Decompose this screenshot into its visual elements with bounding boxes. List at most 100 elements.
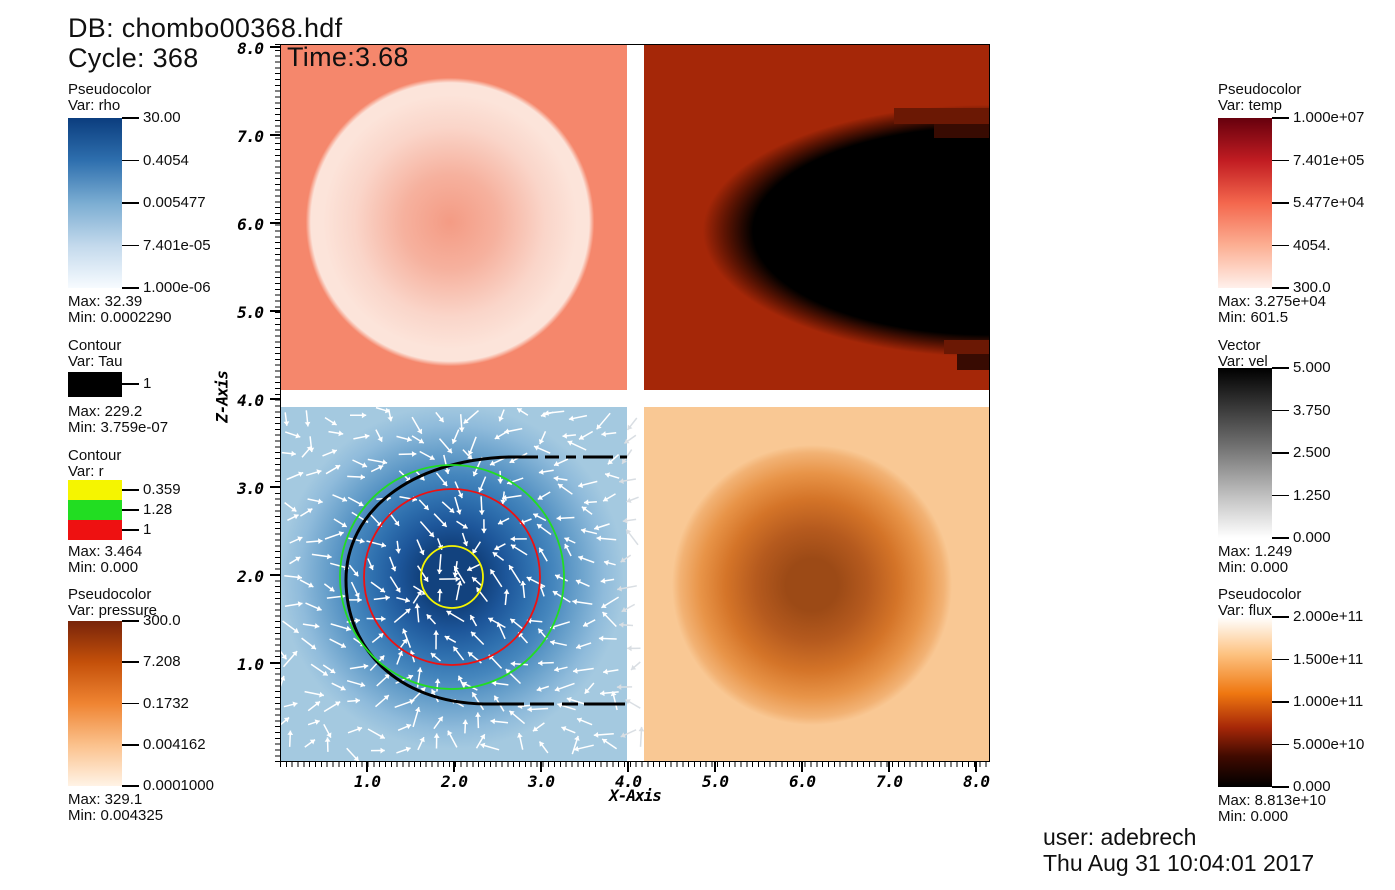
x-axis-minor-ticks	[280, 762, 990, 767]
tick-label: 7.401e+05	[1293, 151, 1365, 169]
legend-min: Min: 0.000	[1218, 808, 1289, 825]
tick-label: 30.00	[143, 109, 181, 126]
z-axis-minor-ticks	[275, 44, 280, 762]
colorbar-tick: 300.0	[1272, 280, 1331, 296]
tick-label: 7.208	[143, 653, 181, 671]
tick-label: 0.0001000	[143, 777, 214, 794]
x-axis-major-tick	[888, 762, 890, 772]
tick-line	[1272, 537, 1289, 539]
colorbar-tick: 30.00	[122, 110, 181, 126]
colorbar-tick: 7.208	[122, 654, 181, 670]
z-axis-major-tick	[270, 398, 280, 400]
contour-swatch-red	[68, 520, 122, 540]
tick-line	[122, 202, 139, 204]
z-tick-label: 4.0	[237, 391, 264, 410]
z-tick-label: 8.0	[237, 39, 264, 58]
contour-swatch-yellow	[68, 480, 122, 500]
tick-label: 0.004162	[143, 735, 206, 753]
tick-line	[1272, 367, 1289, 369]
contour-swatch-tau	[68, 372, 122, 397]
colorbar-tick: 0.000	[1272, 530, 1331, 546]
colorbar-vel: 5.000 3.750 2.500 1.250 0.000	[1218, 360, 1331, 546]
x-tick-label: 8.0	[963, 772, 990, 791]
legend-kind: Pseudocolor	[1218, 81, 1302, 98]
tick-line	[1272, 658, 1289, 661]
x-axis-major-tick	[627, 762, 629, 772]
legend-min: Min: 0.000	[68, 559, 139, 576]
x-axis-major-tick	[714, 762, 716, 772]
tick-label: 0.1732	[143, 694, 189, 712]
tick-label: 1.500e+11	[1293, 650, 1364, 668]
legend-var: Var: vel	[1218, 353, 1268, 370]
z-tick-label: 2.0	[237, 567, 264, 586]
database-title: DB: chombo00368.hdf	[68, 13, 343, 43]
tick-line	[122, 244, 139, 247]
contour-lines	[339, 455, 627, 706]
z-axis-major-tick	[270, 222, 280, 224]
z-axis-major-tick	[270, 486, 280, 488]
z-axis-major-tick	[270, 662, 280, 664]
legend-max: Max: 8.813e+10	[1218, 792, 1326, 809]
flux-step	[894, 108, 990, 124]
colorbar-tick: 3.750	[1272, 401, 1331, 419]
colorbar-tick: 5.000	[1272, 360, 1331, 376]
legend-var: Var: flux	[1218, 602, 1272, 619]
legend-var: Var: pressure	[68, 602, 157, 619]
legend-kind: Contour	[68, 337, 122, 354]
tick-label: 5.000e+10	[1293, 735, 1365, 753]
tick-label: 5.000	[1293, 359, 1331, 376]
contour-swatch-green	[68, 500, 122, 520]
tick-line	[122, 743, 139, 746]
vector-contour-overlay	[280, 407, 644, 762]
legend-min: Min: 601.5	[1218, 309, 1289, 326]
x-tick-label: 2.0	[441, 772, 468, 791]
tick-label: 0.005477	[143, 194, 206, 211]
tick-line	[122, 117, 139, 119]
legend-kind: Pseudocolor	[68, 586, 152, 603]
legend-var: Var: Tau	[68, 353, 123, 370]
x-axis-major-tick	[540, 762, 542, 772]
x-axis-major-tick	[975, 762, 977, 772]
x-tick-label: 7.0	[876, 772, 903, 791]
colorbar-tick: 1.250	[1272, 487, 1331, 504]
colorbar-tick: 0.000	[1272, 779, 1331, 795]
tick-label: 5.477e+04	[1293, 194, 1365, 211]
colorbar-tick: 1.000e-06	[122, 280, 211, 296]
legend-max: Max: 229.2	[68, 403, 143, 420]
z-tick-label: 1.0	[237, 655, 264, 674]
x-tick-label: 5.0	[702, 772, 729, 791]
colorbar-tick: 1.000e+11	[1272, 694, 1363, 710]
tick-line	[122, 489, 139, 491]
tick-label: 3.750	[1293, 401, 1331, 419]
tick-line	[122, 383, 139, 385]
velocity-vector-field	[280, 407, 644, 762]
z-axis-major-tick	[270, 574, 280, 576]
tick-label: 1.000e+11	[1293, 693, 1364, 710]
legend-kind: Contour	[68, 447, 122, 464]
time-label: Time:3.68	[287, 42, 409, 72]
r-contour-0.359	[420, 545, 484, 609]
colorbar-tick: 0.005477	[122, 195, 206, 211]
legend-max: Max: 1.249	[1218, 543, 1293, 560]
z-tick-label: 6.0	[237, 215, 264, 234]
flux-step	[934, 124, 990, 138]
z-axis-major-tick	[270, 134, 280, 136]
colorbar-tick: 1.28	[122, 502, 172, 518]
colorbar-tick: 5.477e+04	[1272, 195, 1364, 211]
colorbar-tick: 2.500	[1272, 445, 1331, 461]
tick-label: 2.000e+11	[1293, 608, 1364, 625]
legend-max: Max: 329.1	[68, 791, 143, 808]
tick-label: 300.0	[1293, 279, 1331, 296]
colorbar-tick: 2.000e+11	[1272, 609, 1363, 625]
flux-step	[944, 340, 990, 354]
tick-line	[122, 159, 139, 162]
plot-canvas[interactable]	[280, 44, 990, 762]
tick-line	[1272, 159, 1289, 162]
tick-label: 1.000e+07	[1293, 109, 1365, 126]
panel-pressure	[644, 407, 990, 762]
flux-step	[957, 354, 990, 370]
tick-line	[1272, 701, 1289, 703]
colorbar-tick: 1.500e+11	[1272, 650, 1364, 668]
tick-line	[122, 620, 139, 622]
tick-line	[1272, 452, 1289, 454]
